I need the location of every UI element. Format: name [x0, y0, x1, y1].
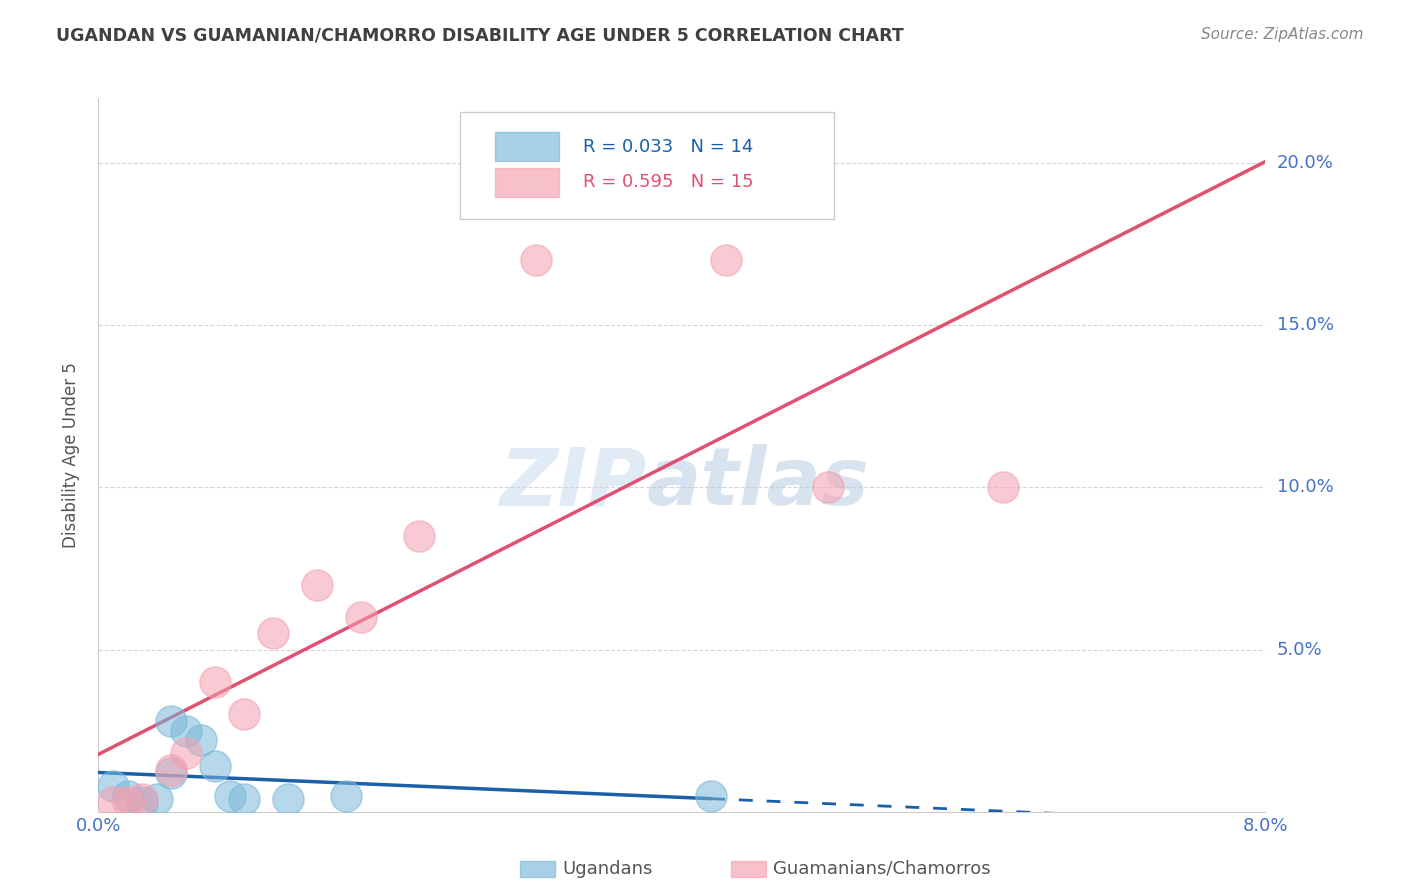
Point: [408, 529, 430, 543]
Point: [101, 779, 124, 793]
Text: 10.0%: 10.0%: [1277, 478, 1333, 496]
Text: 5.0%: 5.0%: [1277, 640, 1322, 658]
Point: [714, 253, 737, 268]
Text: ZIP: ZIP: [499, 444, 647, 523]
Point: [160, 765, 183, 780]
Point: [335, 789, 357, 803]
Point: [350, 610, 373, 624]
Text: 20.0%: 20.0%: [1277, 154, 1333, 172]
Point: [190, 733, 212, 747]
Point: [277, 791, 299, 805]
Text: Guamanians/Chamorros: Guamanians/Chamorros: [773, 860, 991, 878]
Point: [131, 795, 153, 809]
Point: [991, 480, 1014, 494]
Text: R = 0.033   N = 14: R = 0.033 N = 14: [582, 137, 754, 155]
Point: [131, 791, 153, 805]
Point: [174, 723, 197, 738]
Point: [204, 675, 226, 690]
Point: [817, 480, 839, 494]
Text: 15.0%: 15.0%: [1277, 316, 1333, 334]
Point: [174, 747, 197, 761]
Point: [233, 707, 256, 722]
Point: [218, 789, 240, 803]
Point: [160, 763, 183, 777]
Text: Ugandans: Ugandans: [562, 860, 652, 878]
Point: [307, 577, 329, 591]
Point: [117, 795, 139, 809]
Point: [262, 626, 284, 640]
Point: [101, 795, 124, 809]
Text: Source: ZipAtlas.com: Source: ZipAtlas.com: [1201, 27, 1364, 42]
FancyBboxPatch shape: [495, 132, 560, 161]
Point: [524, 253, 547, 268]
Y-axis label: Disability Age Under 5: Disability Age Under 5: [62, 362, 80, 548]
Point: [160, 714, 183, 728]
Point: [233, 791, 256, 805]
FancyBboxPatch shape: [495, 168, 560, 196]
Point: [117, 789, 139, 803]
Point: [204, 759, 226, 773]
Point: [146, 791, 169, 805]
Text: UGANDAN VS GUAMANIAN/CHAMORRO DISABILITY AGE UNDER 5 CORRELATION CHART: UGANDAN VS GUAMANIAN/CHAMORRO DISABILITY…: [56, 27, 904, 45]
Text: R = 0.595   N = 15: R = 0.595 N = 15: [582, 173, 754, 191]
Text: atlas: atlas: [647, 444, 870, 523]
FancyBboxPatch shape: [460, 112, 834, 219]
Point: [700, 789, 723, 803]
